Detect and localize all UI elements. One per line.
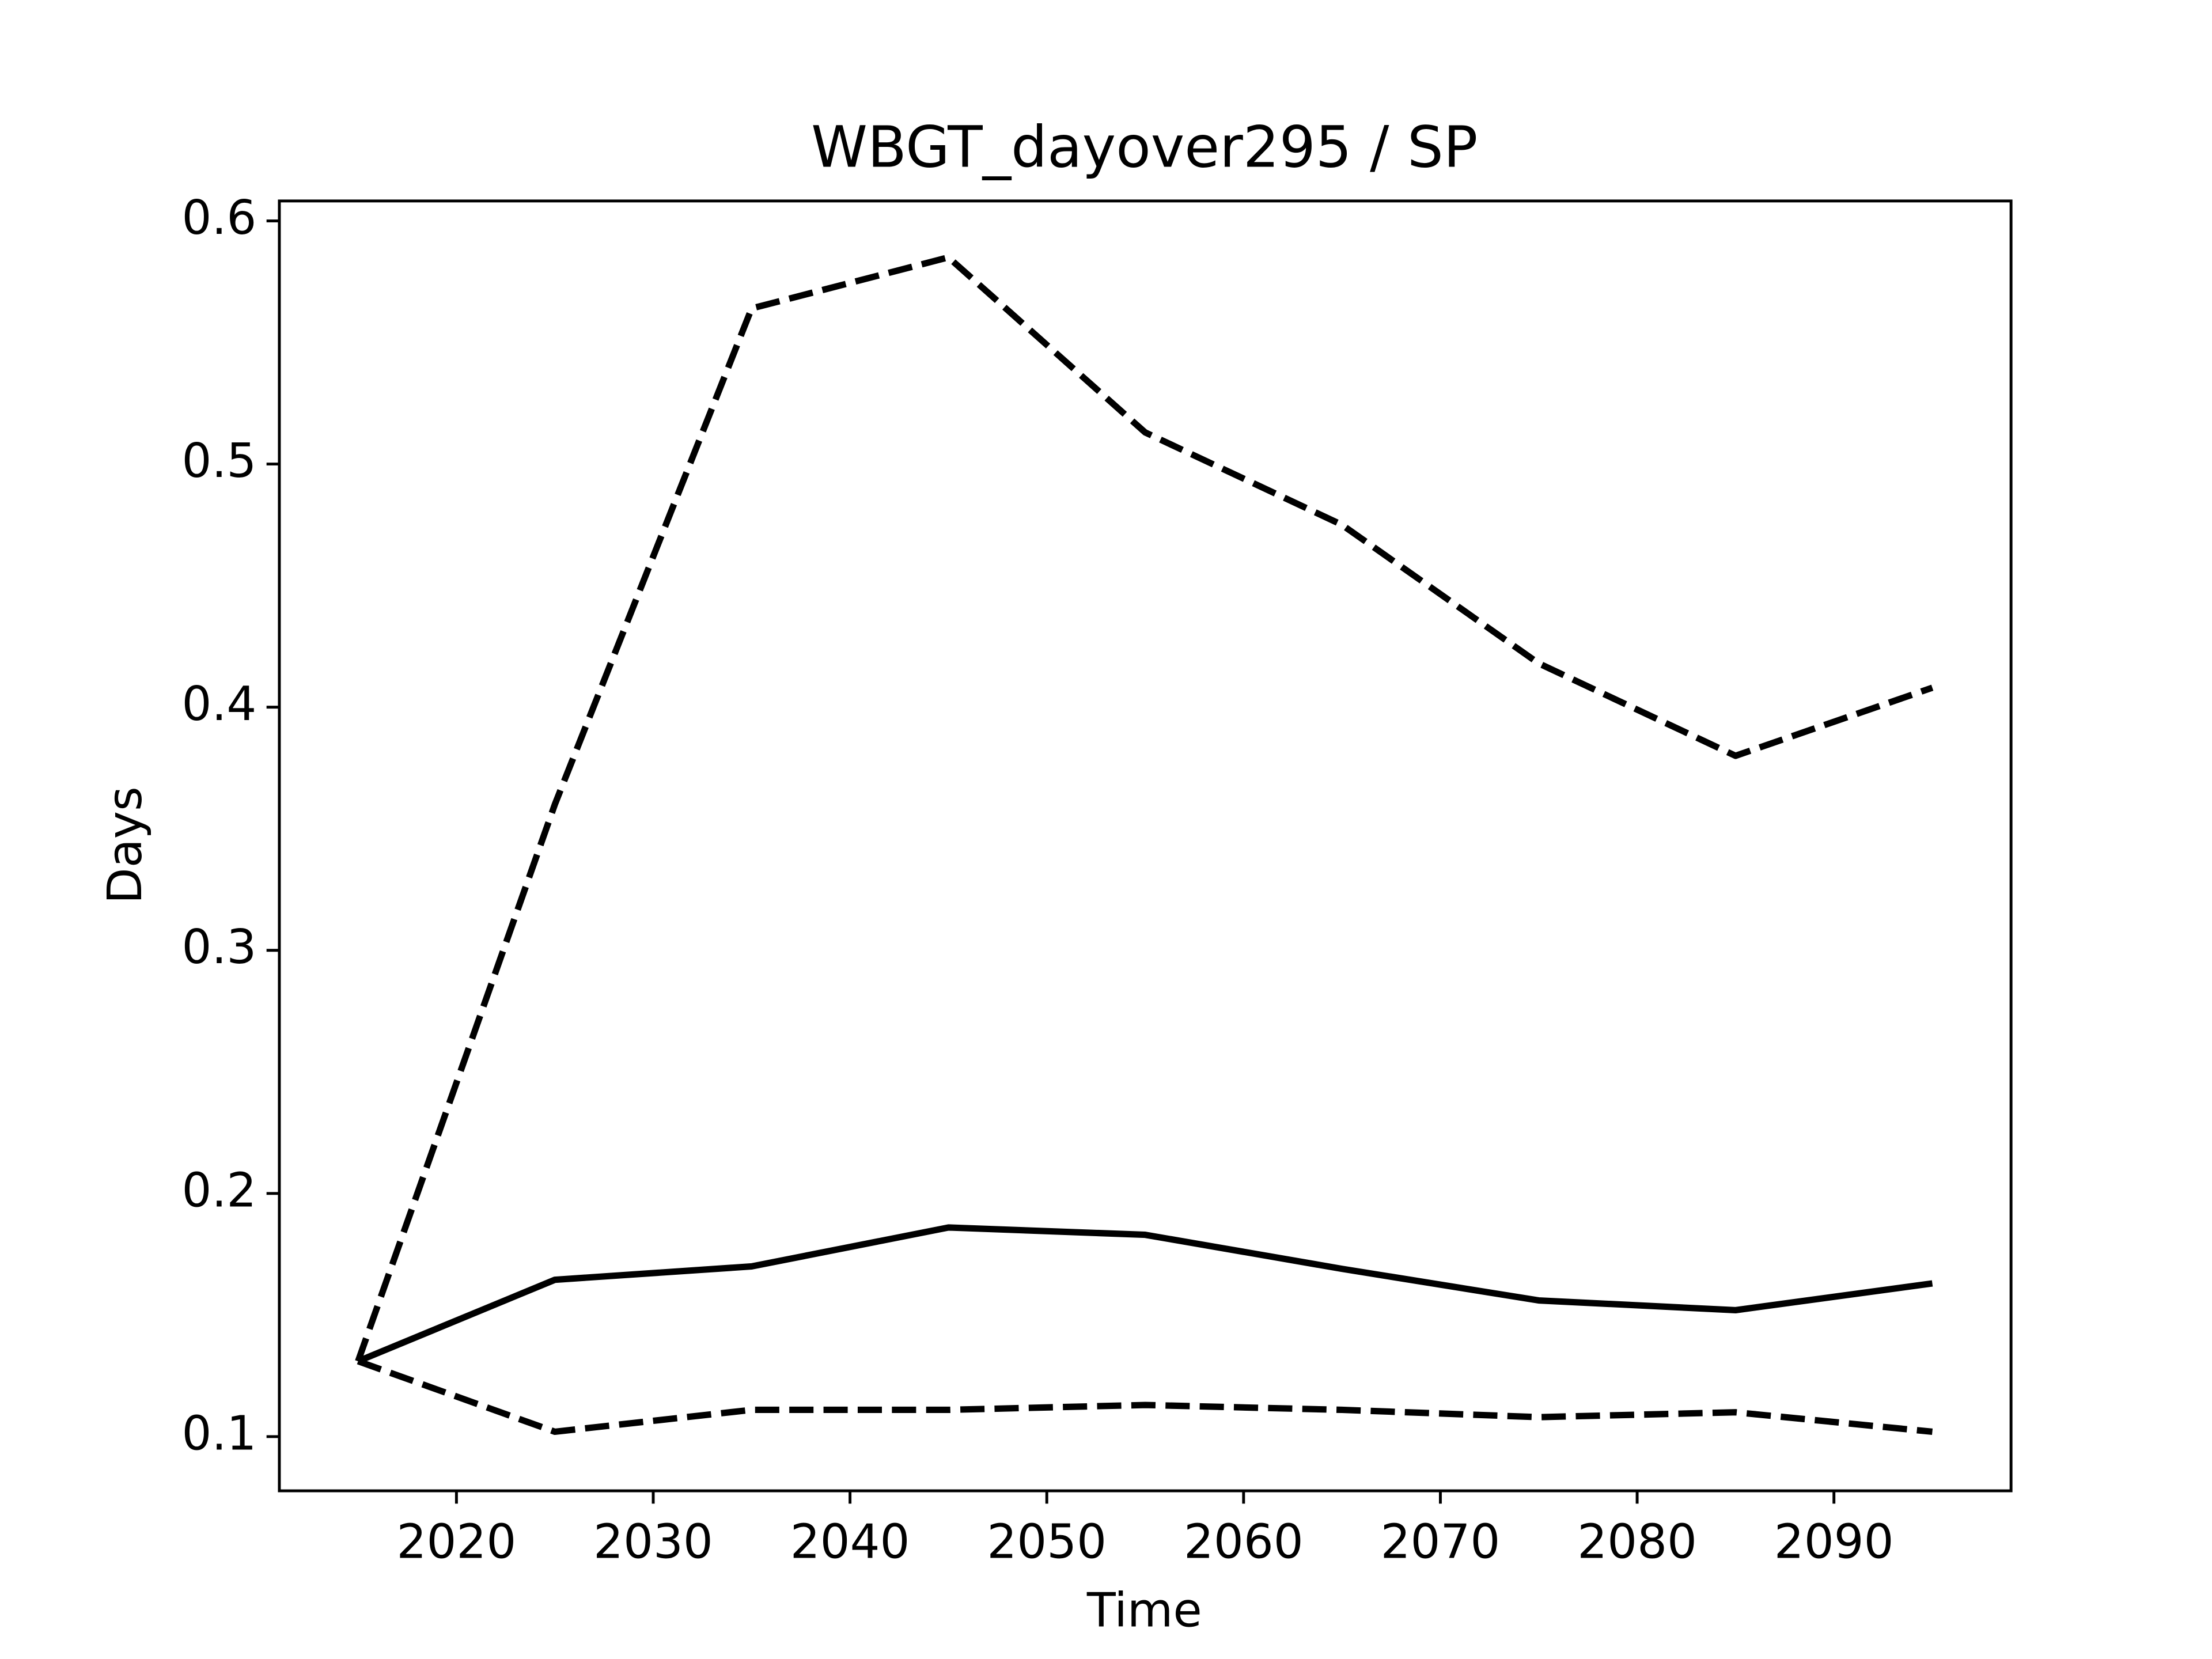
y-tick-label: 0.1 [182,1406,257,1461]
chart-title: WBGT_dayover295 / SP [811,115,1478,181]
x-axis-label: Time [1086,1583,1202,1638]
plot-frame [278,199,2013,1493]
x-tick-label: 2090 [1774,1515,1894,1570]
line-series [357,1358,1933,1435]
x-tick-label: 2020 [397,1515,517,1570]
x-tick-label: 2080 [1577,1515,1697,1570]
line-series [357,1224,1933,1365]
x-tick-label: 2050 [987,1515,1107,1570]
y-tick-label: 0.5 [182,434,257,488]
y-tick-label: 0.4 [182,677,257,732]
line-series [355,254,1934,1362]
x-tick-label: 2070 [1381,1515,1501,1570]
x-tick-label: 2040 [790,1515,910,1570]
y-tick-label: 0.6 [182,191,257,245]
y-axis-label: Days [98,786,153,904]
x-tick-label: 2030 [593,1515,713,1570]
y-tick-label: 0.3 [182,920,257,975]
y-tick-label: 0.2 [182,1163,257,1218]
x-tick-label: 2060 [1184,1515,1304,1570]
